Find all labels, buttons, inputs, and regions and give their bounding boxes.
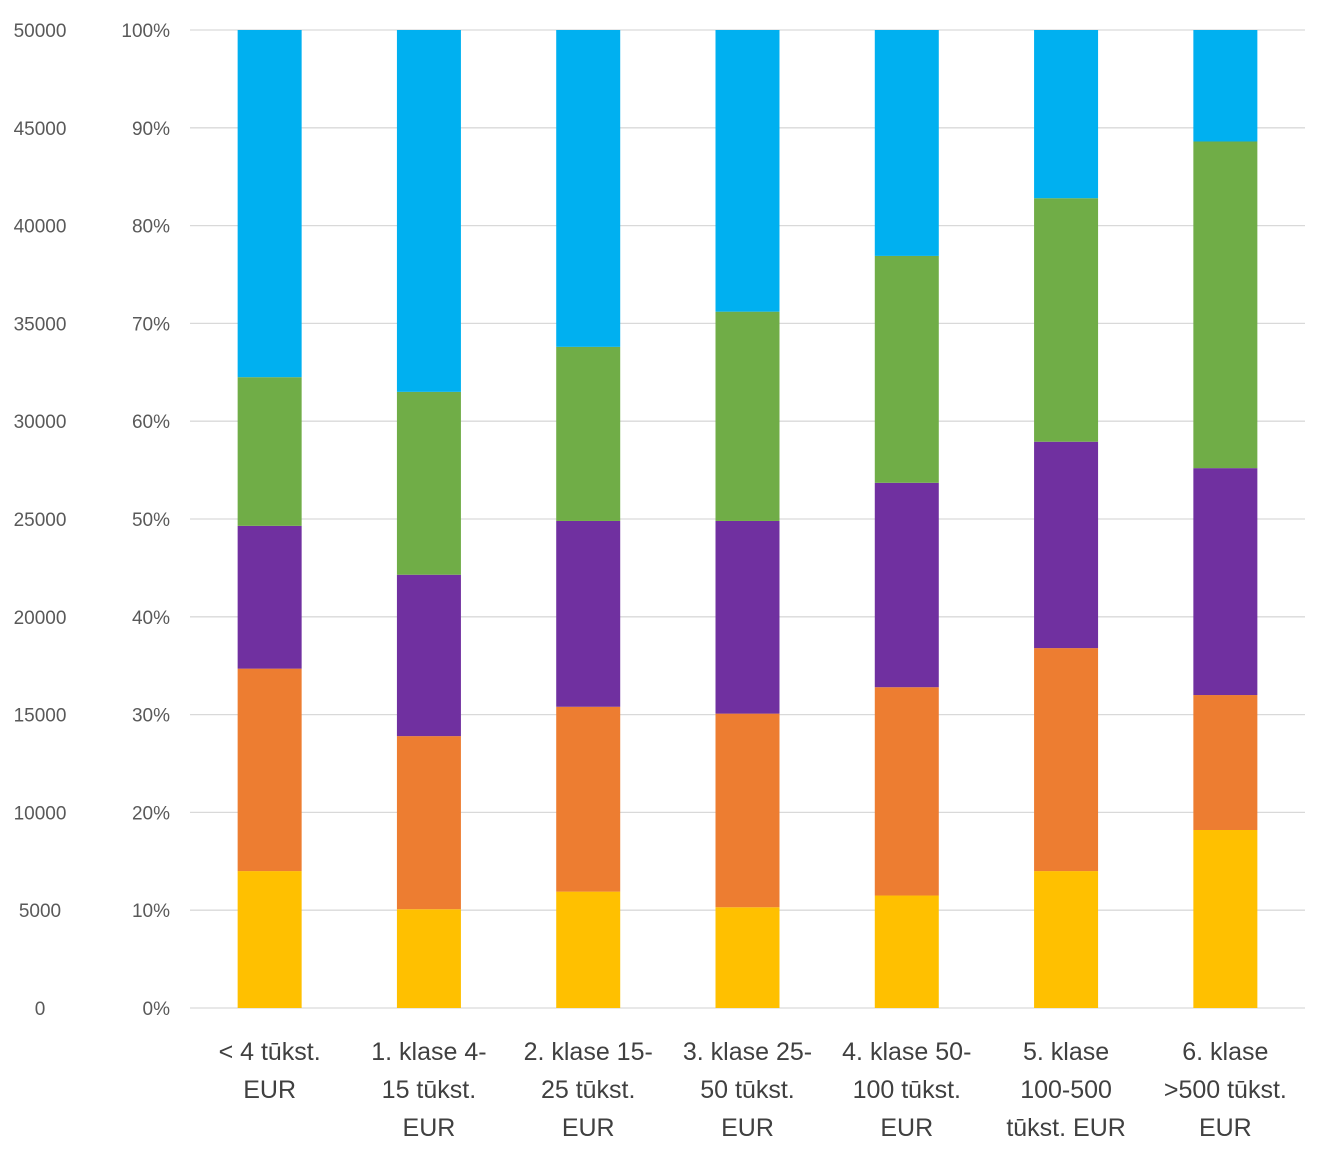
left-axis-tick-label: 20000 [14,608,67,629]
category-label-line: 1. klase 4- [371,1038,486,1066]
left-axis-tick-label: 35000 [14,314,67,335]
category-label-line: 5. klase [1023,1038,1109,1066]
left-axis-tick-label: 50000 [14,21,67,42]
category-label: 3. klase 25- 50 tūkst. EUR [683,1038,812,1142]
bar-segment [1034,441,1099,649]
category-label-line: 100-500 [1020,1076,1112,1104]
bar-segment [1193,830,1258,1008]
left-axis-tick-label: 10000 [14,803,67,824]
percent-axis-tick-label: 10% [132,901,170,922]
bar-segment [396,574,461,737]
percent-axis-tick-label: 0% [143,999,171,1020]
bar-segment [237,525,302,669]
category-label-line: 2. klase 15- [524,1038,653,1066]
category-label: 1. klase 4- 15 tūkst. EUR [371,1038,486,1142]
category-label: 4. klase 50- 100 tūkst. EUR [842,1038,971,1142]
category-label-line: EUR [721,1114,774,1142]
left-axis-tick-label: 5000 [19,901,61,922]
category-label-line: EUR [562,1114,615,1142]
bar-segment [874,895,939,1008]
percent-axis-tick-label: 90% [132,119,170,140]
left-axis-tick-label: 15000 [14,706,67,727]
left-axis-tick-label: 25000 [14,510,67,531]
bars [237,30,1258,1008]
percent-axis-tick-label: 50% [132,510,170,531]
bar-segment [874,30,939,256]
percent-axis-tick-label: 80% [132,217,170,238]
percent-axis-tick-label: 100% [121,21,170,42]
category-label-line: 50 tūkst. [700,1076,795,1104]
bar-segment [715,520,780,714]
category-label-line: 6. klase [1182,1038,1268,1066]
category-label: 6. klase >500 tūkst. EUR [1164,1038,1287,1142]
left-axis-tick-label: 45000 [14,119,67,140]
left-axis-tick-label: 0 [35,999,46,1020]
percent-axis-tick-label: 70% [132,314,170,335]
left-axis-ticks: 0 5000 10000 15000 20000 25000 30000 35000 40000… [14,21,67,1020]
bar-segment [1034,30,1099,199]
category-label-line: tūkst. EUR [1006,1114,1125,1142]
category-label: 2. klase 15- 25 tūkst. EUR [524,1038,653,1142]
percent-axis-tick-label: 20% [132,803,170,824]
bar-segment [237,668,302,872]
bar-segment [556,346,621,521]
category-label-line: 4. klase 50- [842,1038,971,1066]
category-label-line: >500 tūkst. [1164,1076,1287,1104]
bar-segment [1193,695,1258,831]
bar-segment [237,377,302,526]
bar-segment [396,391,461,575]
bar-segment [1193,30,1258,142]
bar-segment [396,909,461,1008]
category-label: < 4 tūkst. EUR [219,1038,321,1104]
bar-segment [1193,141,1258,469]
left-axis-tick-label: 30000 [14,412,67,433]
bar-segment [556,30,621,347]
bar-segment [874,687,939,896]
bar-segment [1193,468,1258,696]
left-axis-tick-label: 40000 [14,217,67,238]
bar-segment [874,255,939,483]
category-label-line: 25 tūkst. [541,1076,636,1104]
category-label-line: EUR [403,1114,456,1142]
bar-segment [396,736,461,910]
category-label-line: EUR [1199,1114,1252,1142]
category-label-line: EUR [243,1076,296,1104]
category-label-line: < 4 tūkst. [219,1038,321,1066]
bar-segment [556,891,621,1008]
percent-axis-tick-label: 40% [132,608,170,629]
bar-segment [874,482,939,688]
bar-segment [556,520,621,707]
percent-axis-tick-label: 30% [132,706,170,727]
category-label-line: 100 tūkst. [853,1076,961,1104]
bar-segment [1034,871,1099,1008]
percent-axis-tick-label: 60% [132,412,170,433]
bar-segment [237,871,302,1008]
bar-segment [715,713,780,908]
category-label: 5. klase 100-500 tūkst. EUR [1006,1038,1125,1142]
percent-axis-ticks: 0% 10% 20% 30% 40% 50% 60% 70% 80% 90% 100% [121,21,170,1020]
bar-segment [715,907,780,1008]
bar-segment [1034,648,1099,872]
category-label-line: 15 tūkst. [382,1076,477,1104]
bar-segment [715,311,780,521]
bar-segment [396,30,461,392]
category-label-line: 3. klase 25- [683,1038,812,1066]
bar-segment [237,30,302,378]
bar-segment [715,30,780,312]
category-label-line: EUR [880,1114,933,1142]
bar-segment [1034,198,1099,442]
bar-segment [556,706,621,892]
